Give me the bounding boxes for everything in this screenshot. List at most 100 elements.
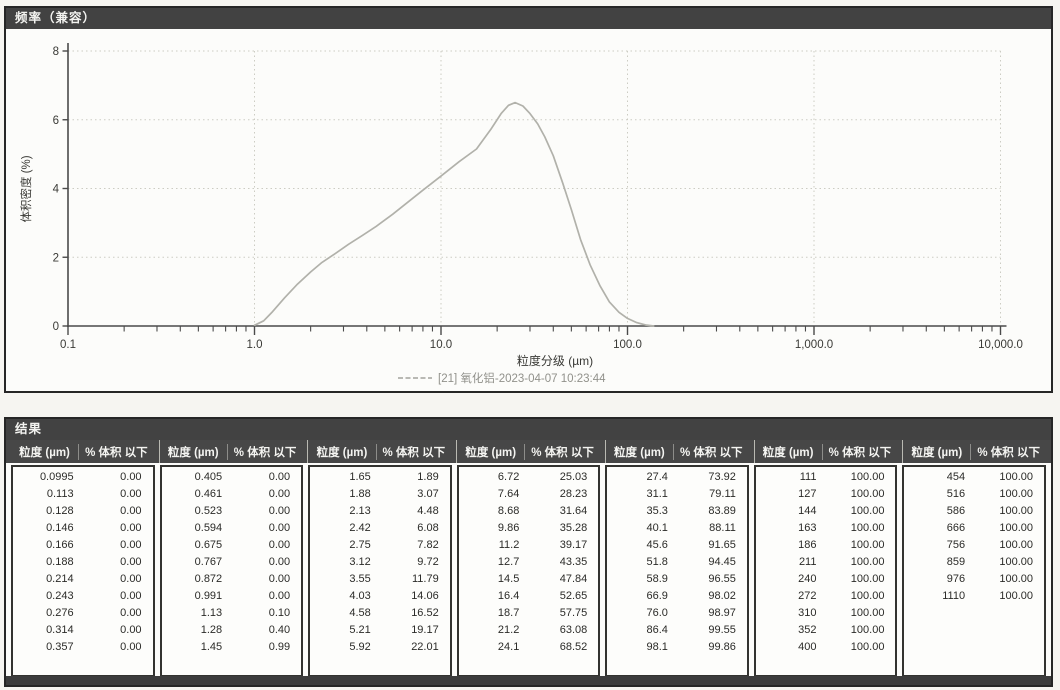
pct-cell: 0.00 [120, 505, 142, 517]
size-cell: 45.6 [646, 539, 668, 551]
size-cell: 0.146 [46, 522, 74, 534]
pct-cell: 14.06 [411, 590, 439, 602]
frequency-chart: 0.1 1.0 10.0 100.0 1,000.0 10,000.0 0 2 4 6 8 体积密度 … [19, 43, 1023, 385]
pct-cell: 99.86 [708, 641, 736, 653]
pct-cell: 100.00 [850, 556, 885, 568]
table-row: 3.12 9.72 [310, 554, 450, 571]
y-axis-title: 体积密度 (%) [19, 155, 33, 222]
pct-cell: 0.40 [268, 624, 291, 636]
size-cell: 40.1 [646, 522, 668, 534]
results-panel-bottom-bar [6, 676, 1051, 685]
x-tick-label: 1.0 [247, 339, 263, 351]
size-cell: 0.991 [194, 590, 223, 602]
table-row: 11.2 39.17 [459, 537, 599, 554]
table-row: 2.42 6.08 [310, 520, 450, 537]
pct-cell: 57.75 [559, 607, 588, 619]
table-row: 310 100.00 [756, 605, 896, 622]
pct-cell: 100.00 [999, 505, 1034, 517]
pct-cell: 100.00 [999, 488, 1034, 500]
pct-cell: 0.00 [120, 539, 142, 551]
results-panel: 结果 粒度 (µm)% 体积 以下 粒度 (µm)% 体积 以下 粒度 (µm)% … [4, 417, 1053, 687]
size-cell: 9.86 [497, 522, 520, 534]
size-cell: 27.4 [646, 471, 668, 483]
table-row: 976 100.00 [904, 571, 1044, 588]
table-row: 211 100.00 [756, 554, 896, 571]
results-column-group-header: 粒度 (µm) % 体积 以下 [604, 440, 749, 463]
pct-cell: 0.00 [268, 488, 291, 500]
pct-cell: 11.79 [412, 573, 439, 585]
y-tick-label: 0 [53, 321, 59, 333]
results-column-group: 111 100.00 127 100.00 144 100.00 163 100.00 186 1… [753, 465, 898, 677]
size-column-header: 粒度 (µm) [911, 446, 963, 459]
table-row: 0.872 0.00 [162, 571, 302, 588]
size-cell: 7.64 [497, 488, 520, 500]
pct-cell: 25.03 [559, 471, 588, 483]
pct-cell: 0.00 [120, 624, 142, 636]
size-cell: 21.2 [497, 624, 520, 636]
pct-column-header: % 体积 以下 [672, 443, 749, 460]
size-cell: 4.03 [349, 590, 371, 602]
table-row: 352 100.00 [756, 622, 896, 639]
y-tick-label: 6 [53, 115, 59, 127]
table-row: 24.1 68.52 [459, 639, 599, 656]
table-row: 163 100.00 [756, 520, 896, 537]
pct-cell: 0.00 [268, 471, 291, 483]
size-cell: 98.1 [646, 641, 668, 653]
table-row: 8.68 31.64 [459, 503, 599, 520]
table-row: 127 100.00 [756, 486, 896, 503]
results-column-group: 0.405 0.00 0.461 0.00 0.523 0.00 0.594 0.00 0.67… [159, 465, 304, 677]
table-row: 2.13 4.48 [310, 503, 450, 520]
table-row: 86.4 99.55 [607, 622, 747, 639]
results-panel-title: 结果 [15, 422, 43, 436]
results-column-group: 6.72 25.03 7.64 28.23 8.68 31.64 9.86 35.28 11.2… [456, 465, 601, 677]
pct-cell: 73.92 [708, 471, 736, 483]
table-row: 4.58 16.52 [310, 605, 450, 622]
x-tick-label: 10,000.0 [978, 339, 1023, 351]
pct-cell: 35.28 [559, 522, 588, 534]
pct-cell: 0.00 [120, 573, 142, 585]
table-row: 16.4 52.65 [459, 588, 599, 605]
size-cell: 859 [946, 556, 966, 568]
size-cell: 51.8 [646, 556, 668, 568]
size-cell: 11.2 [498, 539, 520, 551]
table-row: 76.0 98.97 [607, 605, 747, 622]
size-cell: 454 [946, 471, 966, 483]
pct-cell: 16.52 [411, 607, 439, 619]
size-cell: 186 [798, 539, 817, 551]
table-row: 0.0995 0.00 [13, 469, 153, 486]
size-cell: 0.276 [46, 607, 74, 619]
table-row: 186 100.00 [756, 537, 896, 554]
pct-cell: 99.55 [708, 624, 736, 636]
pct-cell: 3.07 [417, 488, 439, 500]
results-column-group-header: 粒度 (µm) % 体积 以下 [456, 440, 600, 463]
table-row: 586 100.00 [904, 503, 1044, 520]
size-cell: 756 [946, 539, 966, 551]
size-cell: 5.92 [349, 641, 371, 653]
size-cell: 1.65 [349, 471, 371, 483]
size-cell: 211 [798, 556, 817, 568]
pct-cell: 96.55 [708, 573, 736, 585]
table-row: 0.594 0.00 [162, 520, 302, 537]
table-row: 1.88 3.07 [310, 486, 450, 503]
size-cell: 1.88 [349, 488, 371, 500]
size-cell: 3.55 [349, 573, 371, 585]
pct-cell: 43.35 [559, 556, 588, 568]
pct-cell: 100.00 [850, 573, 885, 585]
table-row: 0.991 0.00 [162, 588, 302, 605]
table-row: 454 100.00 [904, 469, 1044, 486]
size-cell: 163 [798, 522, 817, 534]
size-cell: 0.188 [46, 556, 74, 568]
pct-cell: 0.10 [268, 607, 291, 619]
size-cell: 666 [946, 522, 966, 534]
table-row: 756 100.00 [904, 537, 1044, 554]
table-row: 0.523 0.00 [162, 503, 302, 520]
size-cell: 66.9 [646, 590, 668, 602]
pct-cell: 100.00 [850, 488, 885, 500]
size-column-header: 粒度 (µm) [614, 446, 665, 459]
size-cell: 1.28 [200, 624, 223, 636]
pct-cell: 52.65 [559, 590, 588, 602]
size-cell: 0.128 [46, 505, 74, 517]
table-row: 5.21 19.17 [310, 622, 450, 639]
pct-cell: 79.11 [709, 488, 736, 500]
size-cell: 16.4 [497, 590, 520, 602]
